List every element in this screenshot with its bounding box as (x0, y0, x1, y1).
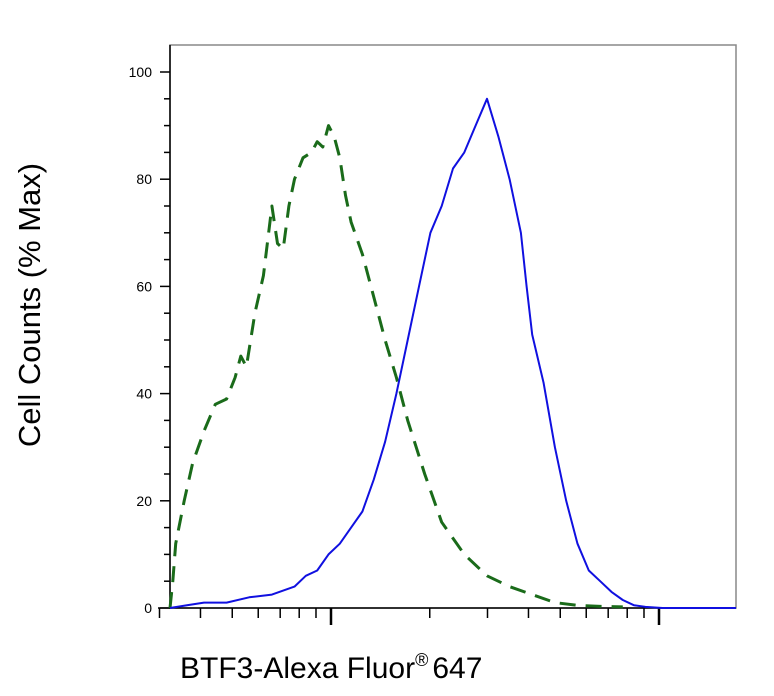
solid-series-line (169, 97, 736, 609)
y-tick-label: 60 (136, 278, 152, 294)
y-ticks: 0 20 40 60 80 100 (129, 64, 170, 616)
x-ticks (158, 608, 661, 625)
x-axis-label: BTF3-Alexa Fluor (180, 652, 416, 685)
y-tick-label: 80 (136, 171, 152, 187)
x-axis-label-container: BTF3-Alexa Fluor® 647 (180, 650, 482, 686)
series-lines (168, 97, 736, 609)
y-tick-label: 40 (136, 386, 152, 402)
y-tick-label: 0 (144, 600, 152, 616)
plot-frame (169, 44, 737, 609)
y-tick-label: 20 (136, 493, 152, 509)
y-tick-label: 100 (129, 64, 153, 80)
registered-mark: ® (415, 650, 429, 670)
x-axis-label-suffix: 647 (432, 652, 483, 685)
y-axis-label-container: Cell Counts (% Max) (0, 0, 60, 610)
dashed-series-line (168, 124, 623, 609)
y-axis-label: Cell Counts (% Max) (12, 162, 47, 448)
